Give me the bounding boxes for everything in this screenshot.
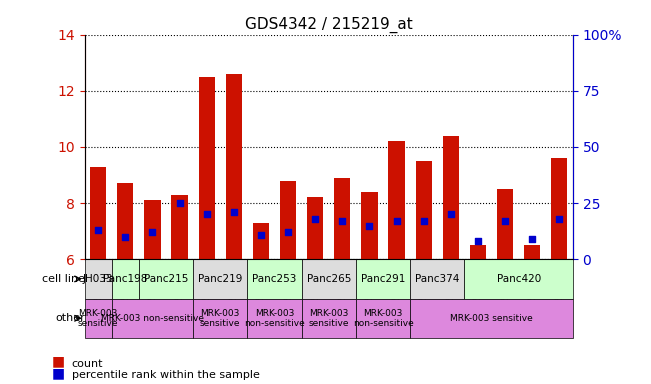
Point: [283, 229, 293, 235]
Text: MRK-003 non-sensitive: MRK-003 non-sensitive: [101, 314, 204, 323]
Text: Panc291: Panc291: [361, 274, 405, 284]
Text: other: other: [55, 313, 85, 323]
FancyBboxPatch shape: [301, 259, 356, 299]
Text: Panc265: Panc265: [307, 274, 351, 284]
Text: Panc215: Panc215: [144, 274, 188, 284]
FancyBboxPatch shape: [85, 299, 112, 338]
Point: [310, 216, 320, 222]
Bar: [226, 74, 242, 259]
Text: ■: ■: [52, 355, 65, 369]
Point: [202, 211, 212, 217]
Text: Panc374: Panc374: [415, 274, 460, 284]
Point: [174, 200, 185, 206]
FancyBboxPatch shape: [247, 259, 301, 299]
FancyBboxPatch shape: [356, 299, 410, 338]
Point: [391, 218, 402, 224]
Text: Panc219: Panc219: [198, 274, 242, 284]
Bar: [361, 192, 378, 259]
Text: Panc420: Panc420: [497, 274, 541, 284]
FancyBboxPatch shape: [247, 299, 301, 338]
Point: [93, 227, 104, 233]
Text: count: count: [72, 359, 103, 369]
Text: cell line: cell line: [42, 274, 85, 284]
Bar: [117, 184, 133, 259]
Bar: [171, 195, 187, 259]
Text: Panc253: Panc253: [253, 274, 297, 284]
Bar: [307, 197, 324, 259]
FancyBboxPatch shape: [193, 259, 247, 299]
Bar: [470, 245, 486, 259]
FancyBboxPatch shape: [112, 299, 193, 338]
Text: percentile rank within the sample: percentile rank within the sample: [72, 370, 260, 380]
Text: Panc198: Panc198: [103, 274, 148, 284]
Point: [419, 218, 429, 224]
Text: MRK-003
sensitive: MRK-003 sensitive: [200, 309, 240, 328]
Text: MRK-003
non-sensitive: MRK-003 non-sensitive: [244, 309, 305, 328]
Text: ■: ■: [52, 366, 65, 380]
FancyBboxPatch shape: [139, 259, 193, 299]
Point: [147, 229, 158, 235]
Bar: [145, 200, 161, 259]
Bar: [280, 180, 296, 259]
Text: MRK-003 sensitive: MRK-003 sensitive: [450, 314, 533, 323]
Point: [500, 218, 510, 224]
Bar: [199, 77, 215, 259]
Bar: [443, 136, 459, 259]
Bar: [524, 245, 540, 259]
Bar: [389, 141, 405, 259]
Bar: [551, 158, 568, 259]
Point: [445, 211, 456, 217]
Bar: [334, 178, 350, 259]
Point: [120, 234, 130, 240]
Text: MRK-003
sensitive: MRK-003 sensitive: [78, 309, 118, 328]
Point: [337, 218, 348, 224]
FancyBboxPatch shape: [410, 299, 573, 338]
Bar: [253, 223, 269, 259]
FancyBboxPatch shape: [112, 259, 139, 299]
FancyBboxPatch shape: [85, 259, 112, 299]
Text: JH033: JH033: [83, 274, 113, 284]
Point: [473, 238, 483, 244]
FancyBboxPatch shape: [301, 299, 356, 338]
FancyBboxPatch shape: [410, 259, 464, 299]
Point: [554, 216, 564, 222]
Point: [256, 232, 266, 238]
FancyBboxPatch shape: [464, 259, 573, 299]
Point: [229, 209, 239, 215]
Point: [365, 222, 375, 228]
FancyBboxPatch shape: [193, 299, 247, 338]
Text: MRK-003
sensitive: MRK-003 sensitive: [309, 309, 349, 328]
Bar: [415, 161, 432, 259]
Point: [527, 236, 538, 242]
FancyBboxPatch shape: [356, 259, 410, 299]
Bar: [497, 189, 513, 259]
Text: MRK-003
non-sensitive: MRK-003 non-sensitive: [353, 309, 413, 328]
Title: GDS4342 / 215219_at: GDS4342 / 215219_at: [245, 17, 413, 33]
Bar: [90, 167, 106, 259]
